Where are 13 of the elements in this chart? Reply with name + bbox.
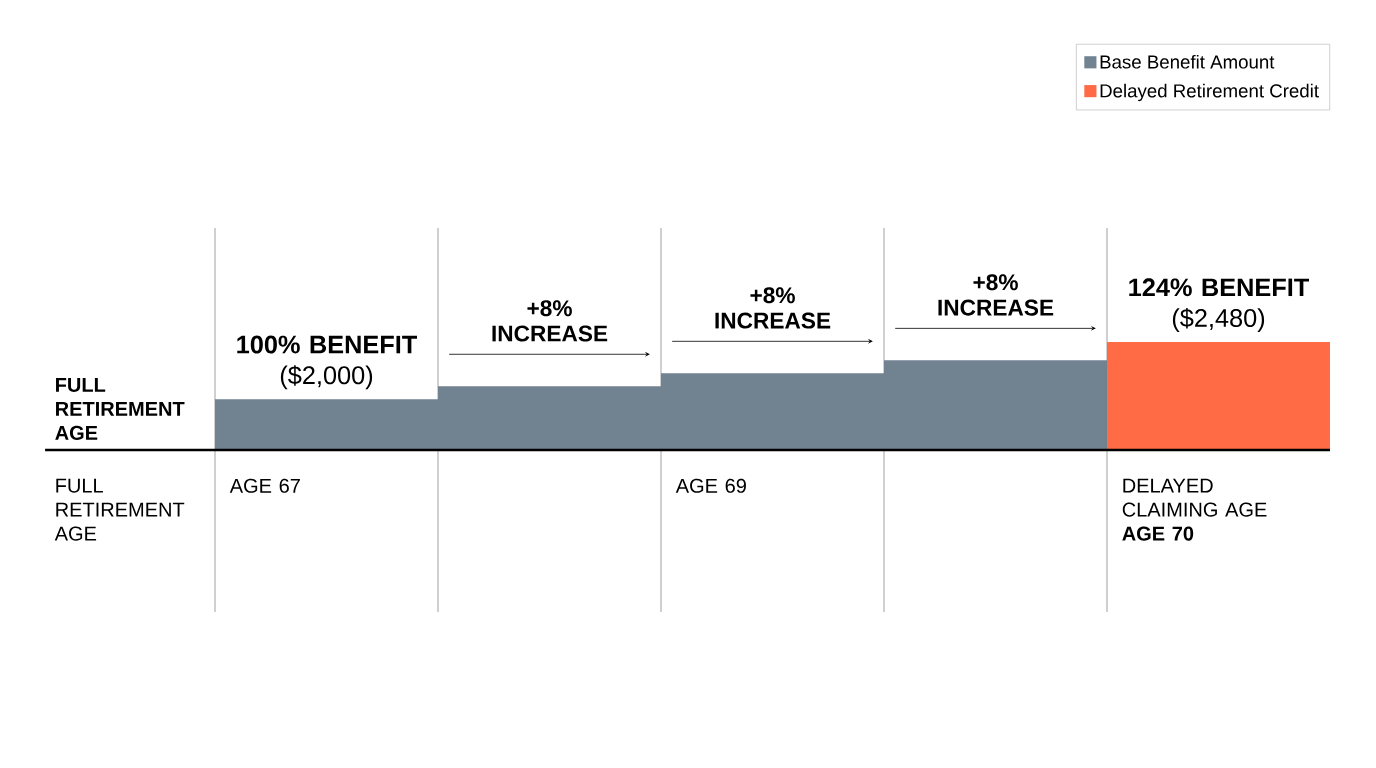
y-axis-title: FULL RETIREMENT AGE: [55, 378, 185, 440]
x-axis-title: FULL RETIREMENT AGE: [54, 478, 185, 541]
text: +8% INCREASE: [492, 300, 608, 342]
annotation: 100% BENEFIT ($2,000): [237, 335, 418, 390]
x-tick-label: AGE 69: [675, 478, 746, 493]
x-tick-label: DELAYED CLAIMING AGE AGE 70: [1122, 478, 1267, 541]
text: +8% INCREASE: [715, 287, 831, 329]
legend-label: Delayed Retirement Credit: [1100, 83, 1319, 102]
x-tick-label: AGE 67: [229, 478, 300, 493]
legend-label: Base Benefit Amount: [1100, 54, 1275, 69]
text: 124% BENEFIT ($2,480): [1129, 278, 1310, 332]
text: +8% INCREASE: [938, 274, 1054, 316]
bar: [1107, 342, 1331, 450]
